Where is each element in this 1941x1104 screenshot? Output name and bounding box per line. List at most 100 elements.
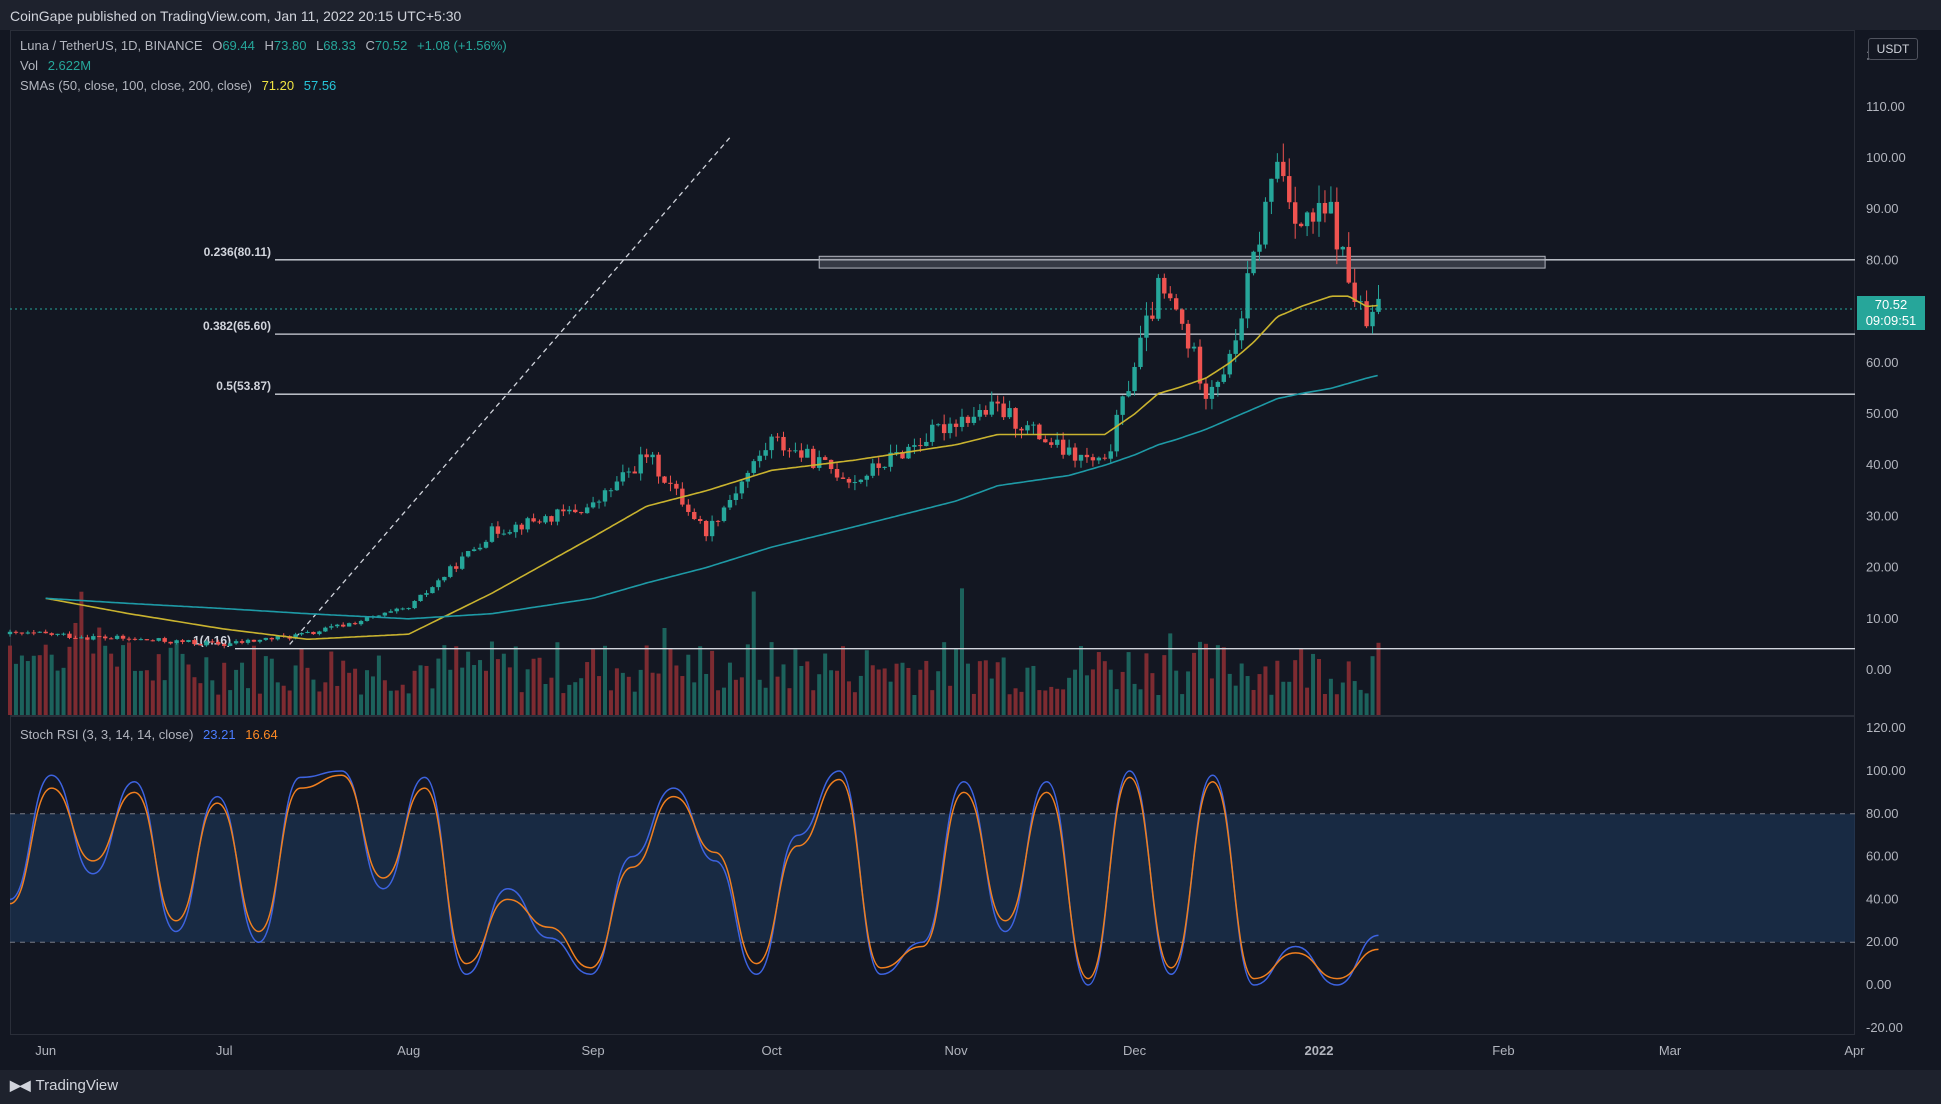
candle-body	[1203, 383, 1209, 399]
volume-bar	[620, 672, 625, 715]
volume-bar	[1370, 656, 1375, 715]
volume-bar	[757, 679, 762, 715]
volume-bar	[1150, 673, 1155, 715]
candle-body	[406, 608, 411, 610]
volume-bar	[668, 648, 673, 715]
open-value: 69.44	[222, 38, 255, 53]
candle-body	[1150, 315, 1155, 319]
price-legend: Luna / TetherUS, 1D, BINANCE O69.44 H73.…	[20, 38, 507, 53]
volume-bar	[644, 645, 649, 715]
candle-body	[412, 601, 417, 609]
candle-body	[1340, 246, 1345, 250]
candle-body	[971, 416, 977, 423]
volume-bar	[13, 663, 18, 715]
stoch-axis-tick: 100.00	[1866, 763, 1906, 778]
candle-body	[1066, 447, 1072, 455]
candle-body	[61, 633, 66, 635]
candles	[7, 143, 1381, 649]
volume-bar	[305, 667, 310, 715]
volume-bar	[525, 669, 530, 715]
candle-body	[596, 501, 602, 503]
volume-bar	[507, 667, 512, 715]
volume-bar	[501, 653, 506, 715]
candle-body	[555, 509, 560, 522]
volume-bar	[8, 645, 12, 715]
candle-body	[341, 624, 346, 627]
candle-body	[769, 436, 774, 451]
candle-body	[1197, 346, 1203, 384]
candle-body	[138, 639, 144, 641]
candle-body	[936, 424, 941, 426]
volume-bar	[1114, 689, 1119, 715]
candle-body	[103, 636, 108, 639]
volume-bar	[864, 650, 869, 715]
stoch-legend: Stoch RSI (3, 3, 14, 14, close) 23.21 16…	[20, 727, 278, 742]
candle-body	[1168, 293, 1173, 299]
candle-body	[460, 556, 465, 569]
volume-bar	[1275, 660, 1280, 715]
volume-bar	[293, 665, 298, 715]
volume-bar	[168, 647, 173, 715]
candle-body	[781, 436, 786, 451]
volume-bar	[608, 690, 613, 715]
candle-body	[870, 463, 875, 476]
volume-bar	[85, 638, 90, 715]
price-axis-tick: 30.00	[1866, 508, 1899, 523]
price-axis-tick: 90.00	[1866, 201, 1899, 216]
volume-bar	[31, 655, 36, 715]
candle-body	[263, 637, 269, 640]
volume-bar	[144, 670, 149, 715]
volume-bar	[1061, 689, 1066, 715]
candle-body	[584, 507, 590, 514]
volume-bar	[156, 654, 161, 715]
candle-body	[1298, 223, 1304, 227]
stoch-axis-tick: 40.00	[1866, 891, 1899, 906]
candle-body	[210, 641, 215, 643]
volume-bar	[365, 670, 369, 715]
volume-bar	[132, 670, 137, 715]
volume-bar	[716, 690, 721, 715]
candle-body	[180, 640, 185, 643]
volume-bar	[1138, 689, 1143, 715]
volume-bar	[745, 644, 750, 715]
volume-bar	[138, 670, 143, 715]
volume-bar	[793, 649, 798, 715]
volume-bar	[317, 691, 322, 715]
footer-bar	[0, 1070, 1941, 1104]
candle-body	[204, 641, 209, 646]
price-axis-tick: 20.00	[1866, 560, 1899, 575]
candle-body	[495, 526, 501, 534]
candle-body	[489, 526, 495, 542]
candle-body	[602, 490, 608, 502]
sma-legend: SMAs (50, close, 100, close, 200, close)…	[20, 78, 336, 93]
candle-body	[471, 549, 477, 552]
price-axis-tick: 80.00	[1866, 252, 1899, 267]
candle-body	[894, 452, 899, 454]
volume-bar	[472, 665, 477, 715]
candle-body	[1162, 277, 1167, 294]
candle-body	[311, 631, 316, 635]
volume-bar	[626, 676, 631, 715]
candle-body	[120, 635, 126, 639]
currency-unit-badge[interactable]: USDT	[1868, 38, 1918, 60]
volume-bar	[692, 682, 697, 715]
candle-body	[1370, 311, 1375, 327]
volume-bar	[829, 670, 834, 715]
candle-body	[1227, 353, 1232, 375]
volume-bar	[1227, 673, 1232, 715]
candle-body	[924, 441, 929, 447]
volume-bar	[775, 676, 780, 715]
candle-body	[156, 638, 161, 641]
volume-bar	[579, 678, 584, 715]
volume-bar	[287, 690, 292, 715]
tradingview-brand[interactable]: ▶◀ TradingView	[10, 1077, 118, 1094]
candle-body	[852, 482, 858, 484]
candle-body	[668, 482, 673, 484]
volume-bar	[1198, 641, 1202, 715]
candle-body	[388, 611, 393, 613]
candle-body	[1060, 439, 1066, 455]
volume-bar	[353, 668, 358, 715]
volume-bar	[1007, 694, 1012, 715]
time-axis-tick: Apr	[1844, 1043, 1865, 1058]
